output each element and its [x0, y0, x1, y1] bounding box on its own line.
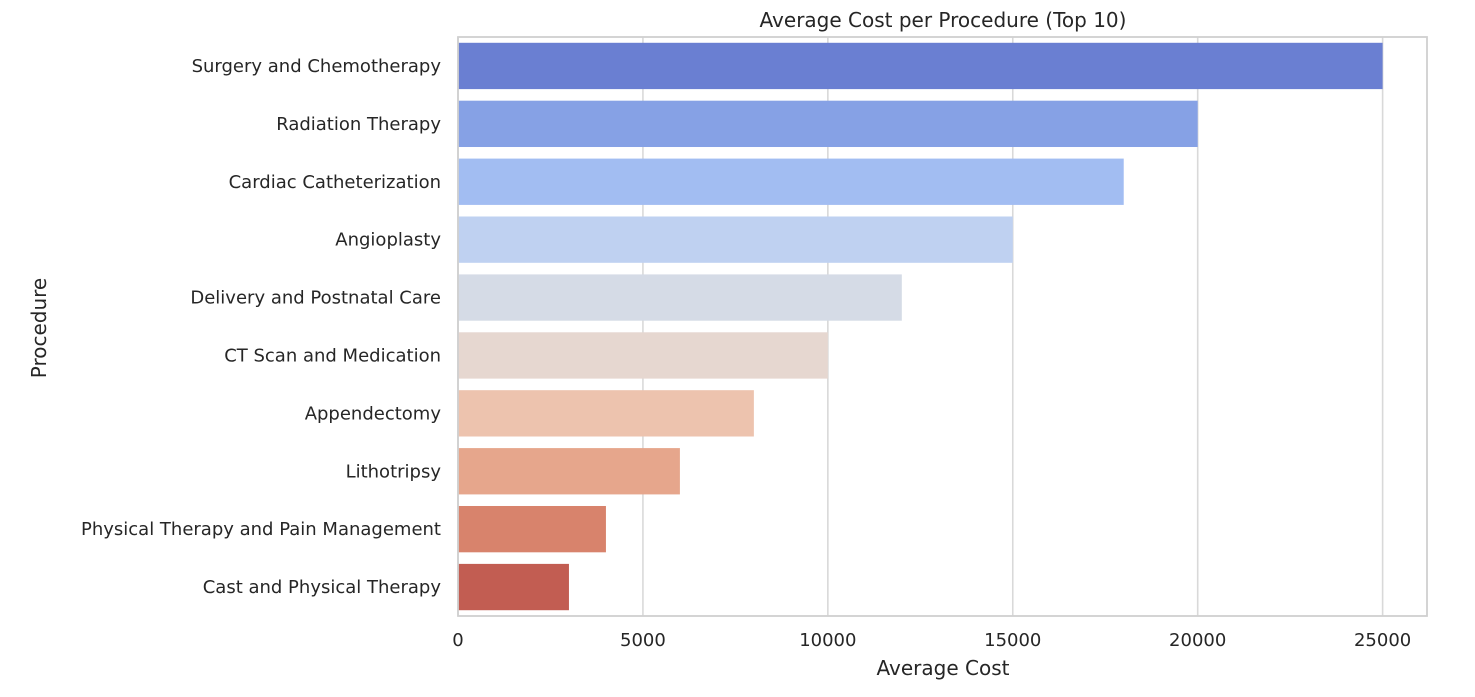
x-axis-label: Average Cost: [877, 656, 1010, 680]
bar-cast-and-physical-therapy: [458, 563, 569, 611]
chart-title: Average Cost per Procedure (Top 10): [760, 8, 1127, 32]
x-tick-label: 15000: [984, 630, 1041, 651]
y-tick-label: Cardiac Catheterization: [229, 172, 441, 193]
y-tick-label: Surgery and Chemotherapy: [192, 56, 442, 77]
y-tick-label: Delivery and Postnatal Care: [190, 288, 441, 309]
bar-angioplasty: [458, 216, 1013, 263]
x-tick-label: 10000: [799, 630, 856, 651]
x-tick-label: 20000: [1169, 630, 1226, 651]
y-tick-label: Angioplasty: [335, 230, 441, 251]
bar-radiation-therapy: [458, 100, 1198, 148]
y-tick-label: CT Scan and Medication: [224, 345, 441, 366]
plot-frame: [457, 36, 1428, 617]
bar-lithotripsy: [458, 448, 680, 495]
bar-appendectomy: [458, 390, 754, 437]
bar-ct-scan-and-medication: [458, 332, 828, 379]
y-tick-label: Appendectomy: [305, 403, 442, 424]
y-tick-labels: Surgery and Chemotherapy Radiation Therap…: [81, 56, 441, 598]
bar-surgery-and-chemotherapy: [458, 42, 1383, 90]
bars: [458, 42, 1383, 611]
y-tick-label: Cast and Physical Therapy: [203, 577, 442, 598]
x-tick-labels: 0 5000 10000 15000 20000 25000: [452, 630, 1411, 651]
bar-cardiac-catheterization: [458, 158, 1124, 205]
y-tick-label: Physical Therapy and Pain Management: [81, 519, 441, 540]
x-tick-label: 5000: [620, 630, 666, 651]
x-tick-label: 25000: [1354, 630, 1411, 651]
bar-physical-therapy-and-pain-management: [458, 505, 606, 553]
y-axis-label: Procedure: [27, 278, 51, 379]
y-tick-label: Lithotripsy: [346, 461, 442, 482]
x-tick-label: 0: [452, 630, 463, 651]
y-tick-label: Radiation Therapy: [276, 114, 441, 135]
bar-delivery-and-postnatal-care: [458, 274, 902, 321]
